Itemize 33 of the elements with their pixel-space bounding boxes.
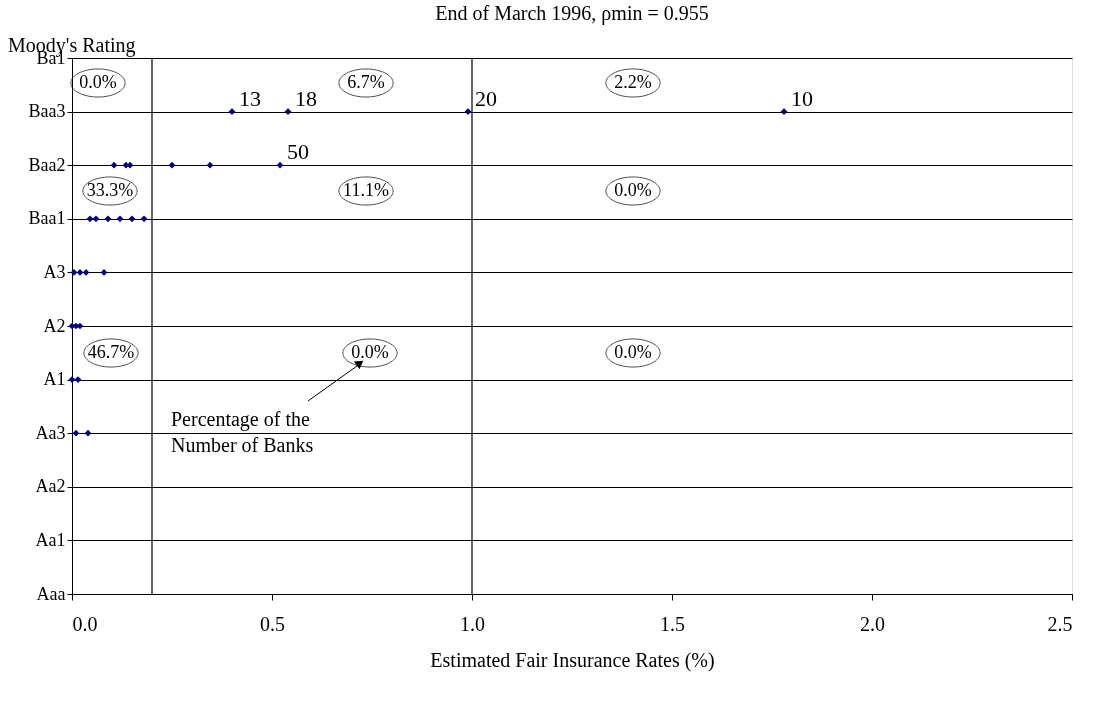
y-tick-label: A3 (43, 261, 66, 282)
y-tick-label: A2 (43, 315, 66, 336)
chart-title: End of March 1996, ρmin = 0.955 (435, 2, 709, 25)
y-tick-label: A1 (43, 369, 66, 390)
y-tick-label: Aaa (36, 583, 66, 604)
x-tick-label: 1.5 (660, 612, 685, 635)
annotation: 13 (239, 85, 261, 111)
annotation: 18 (295, 85, 317, 111)
annotation: 10 (791, 85, 813, 111)
annotation: 0.0% (79, 72, 117, 92)
annotation: 46.7% (87, 342, 135, 362)
annotation: 6.7% (347, 72, 385, 92)
y-tick-label: Baa2 (28, 154, 66, 175)
y-tick-label: Aa2 (35, 476, 66, 497)
x-tick-label: 1.0 (460, 612, 485, 635)
annotation: 2.2% (614, 72, 652, 92)
annotation: 0.0% (351, 342, 389, 362)
x-tick-label: 2.5 (1047, 612, 1073, 635)
annotation: 0.0% (614, 180, 652, 200)
annotation: 50 (287, 139, 309, 165)
y-tick-label: Aa1 (35, 529, 66, 550)
x-tick-label: 0.0 (72, 612, 98, 635)
y-tick-label: Aa3 (35, 422, 66, 443)
y-tick-label: Baa3 (28, 101, 66, 122)
annotation: Percentage of the Number of Banks (171, 408, 314, 456)
x-axis-title: Estimated Fair Insurance Rates (%) (430, 648, 715, 672)
annotation: 20 (475, 85, 497, 111)
y-tick-label: Baa1 (28, 208, 66, 229)
annotation: 33.3% (86, 180, 134, 200)
annotation: 11.1% (343, 180, 389, 200)
x-tick-label: 2.0 (860, 612, 885, 635)
x-tick-label: 0.5 (260, 612, 285, 635)
annotation: 0.0% (614, 342, 652, 362)
